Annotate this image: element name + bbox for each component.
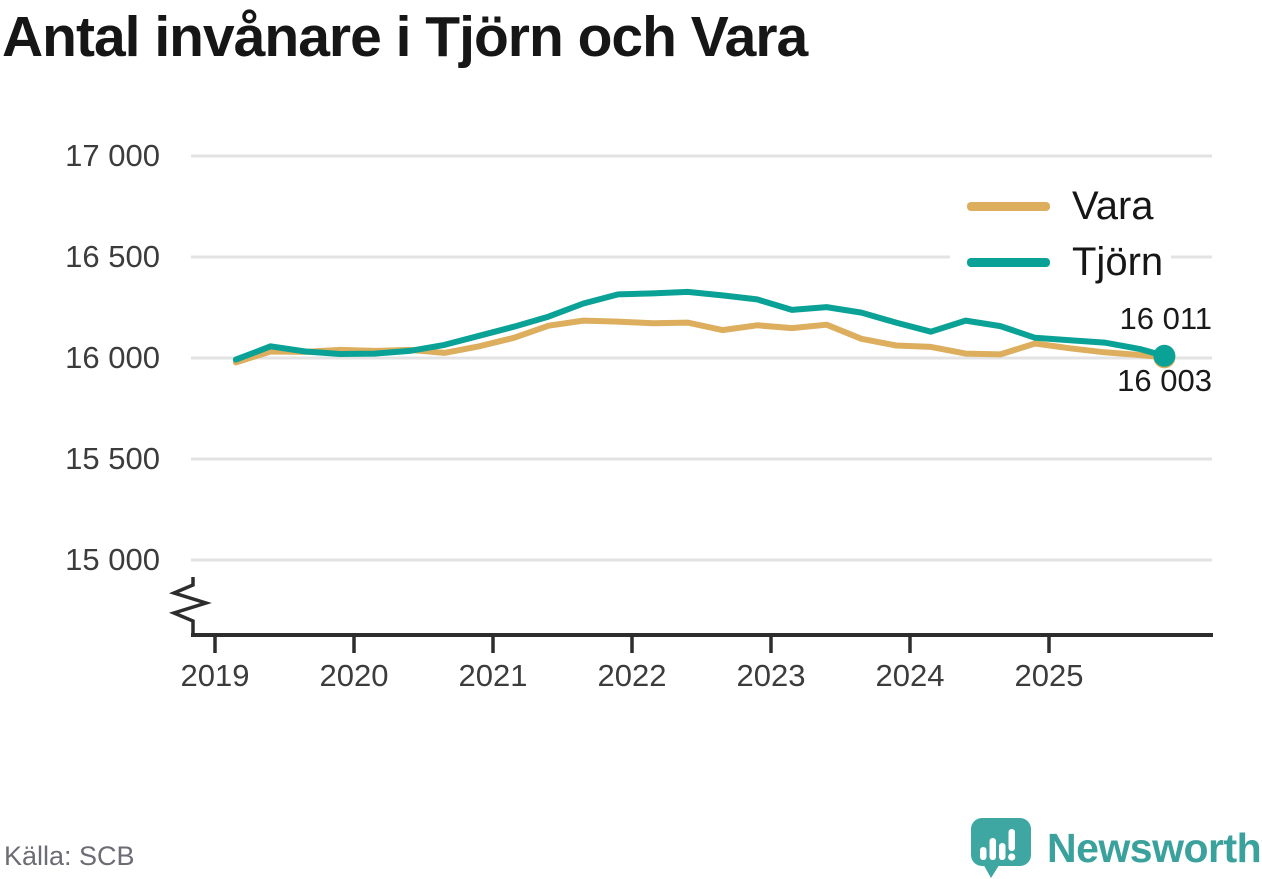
legend-item-vara: Vara xyxy=(954,178,1163,234)
x-tick-label: 2025 xyxy=(1014,658,1084,693)
axis-break-icon xyxy=(168,577,212,637)
newsworthy-logo-icon xyxy=(971,818,1031,878)
series-line-tjrn xyxy=(232,288,1168,363)
x-tick-label: 2019 xyxy=(180,658,250,693)
newsworthy-wordmark: Newsworthy xyxy=(1047,825,1262,871)
legend-item-tjorn: Tjörn xyxy=(954,234,1163,290)
page-title: Antal invånare i Tjörn och Vara xyxy=(2,5,808,69)
y-tick-label: 16 500 xyxy=(65,239,160,274)
legend-label: Tjörn xyxy=(1072,240,1164,284)
y-tick-label: 15 000 xyxy=(65,542,160,577)
y-tick-label: 17 000 xyxy=(65,138,160,173)
legend-swatch-tjorn xyxy=(967,257,1050,267)
legend-label: Vara xyxy=(1072,184,1154,228)
x-tick-label: 2023 xyxy=(736,658,806,693)
branding: Newsworthy xyxy=(970,816,1262,879)
x-tick-label: 2021 xyxy=(458,658,528,693)
x-tick-label: 2024 xyxy=(875,658,945,693)
end-value-label-tjorn: 16 011 xyxy=(1119,301,1212,336)
end-value-label-vara: 16 003 xyxy=(1117,363,1212,398)
y-tick-label: 15 500 xyxy=(65,441,160,476)
legend-swatch-vara xyxy=(967,201,1050,211)
x-tick-label: 2022 xyxy=(597,658,667,693)
y-tick-label: 16 000 xyxy=(65,340,160,375)
x-tick-label: 2020 xyxy=(319,658,389,693)
end-dot-tjrn xyxy=(1153,344,1176,367)
source-note: Källa: SCB xyxy=(4,841,135,871)
legend: Vara Tjörn xyxy=(950,176,1172,292)
